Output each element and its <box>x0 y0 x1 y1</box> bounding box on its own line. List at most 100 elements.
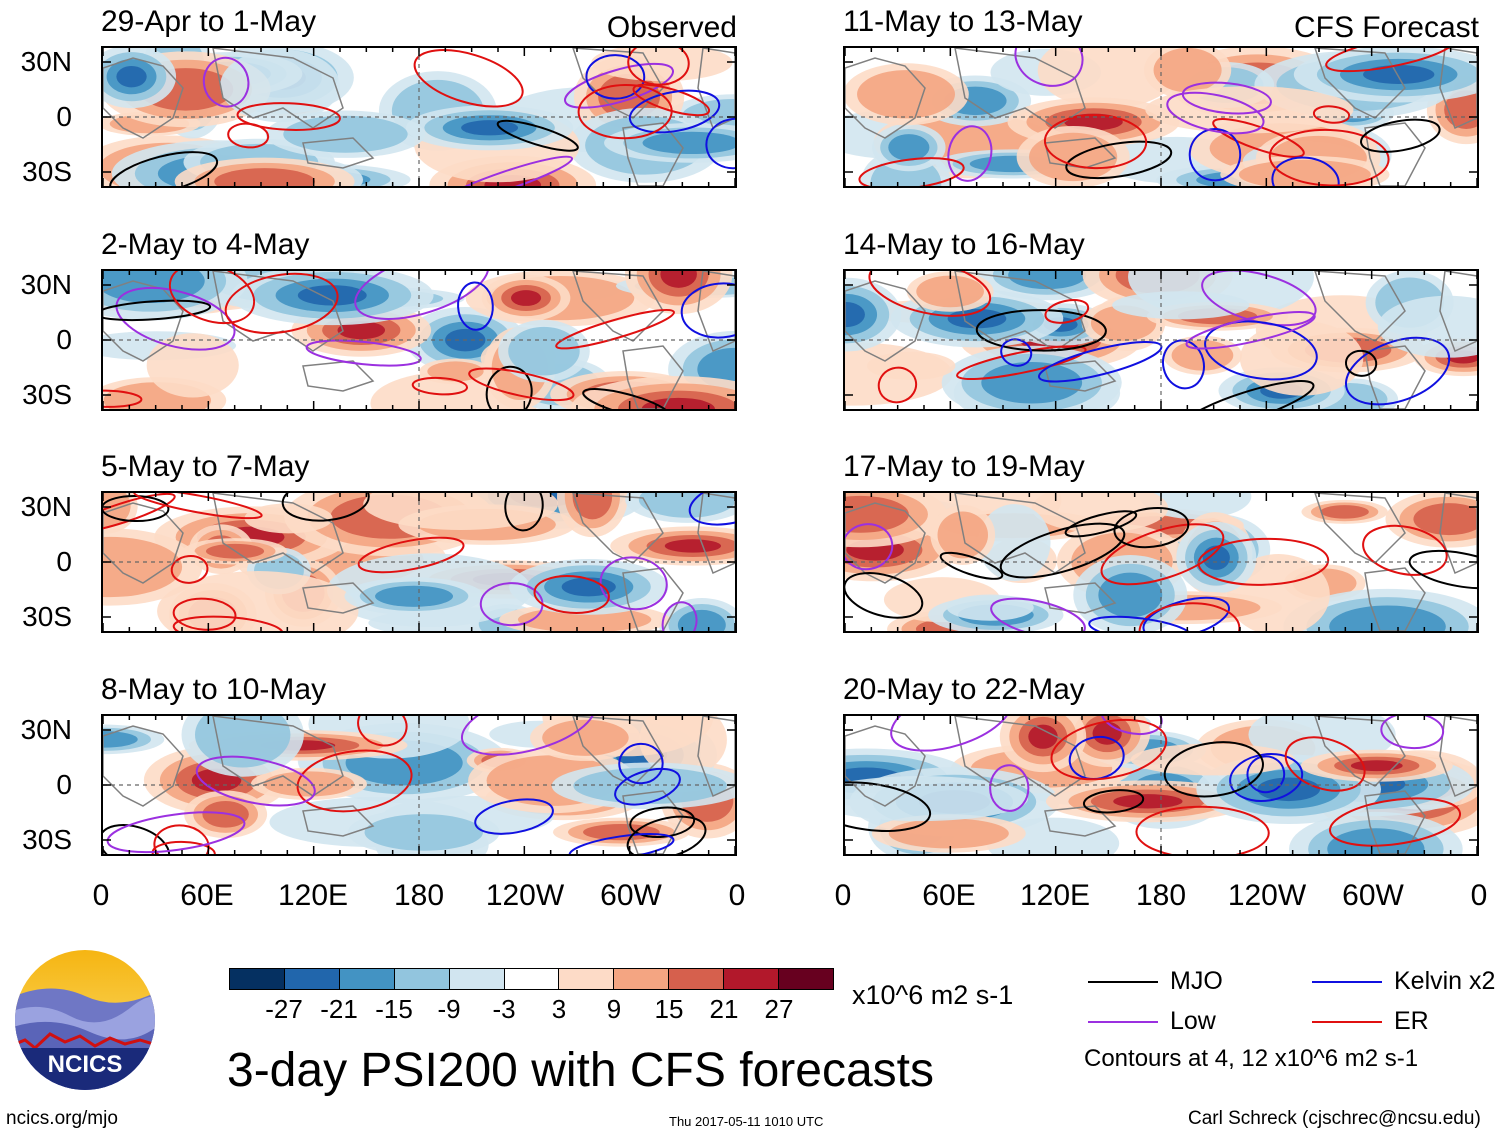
latitude-tick-label: 0 <box>56 546 72 577</box>
colorbar-tick-label: 15 <box>654 994 684 1024</box>
coastline <box>1439 48 1477 130</box>
contour-line <box>1360 118 1441 153</box>
latitude-tick-label: 30S <box>22 156 72 187</box>
latitude-tick-label: 0 <box>56 101 72 132</box>
contour-line <box>1113 507 1190 549</box>
panel-title: 17-May to 19-May <box>843 450 1085 483</box>
contour-line <box>1328 797 1462 847</box>
contour-line <box>115 286 236 351</box>
contour-line <box>1284 736 1366 792</box>
timestamp: Thu 2017-05-11 1010 UTC <box>669 1114 824 1129</box>
positive-anomaly <box>1413 503 1477 536</box>
longitude-tick-label: 0 <box>1470 879 1488 912</box>
coastline <box>103 725 184 807</box>
contour-line <box>1088 615 1192 631</box>
longitude-tick-label: 0 <box>728 879 746 912</box>
negative-anomaly <box>194 716 291 768</box>
colorbar-segment <box>230 969 285 989</box>
contour-line <box>1180 380 1315 409</box>
negative-anomaly <box>375 585 454 607</box>
panel-title: 5-May to 7-May <box>101 450 310 483</box>
contour-line <box>172 615 284 631</box>
negative-anomaly <box>364 814 484 851</box>
ncics-logo-icon: NCICS <box>15 950 155 1090</box>
coastline <box>697 493 735 575</box>
contour-line <box>845 572 924 619</box>
colorbar-tick-label: 3 <box>551 994 567 1024</box>
longitude-tick-label: 0 <box>92 879 110 912</box>
colorbar-segment <box>559 969 615 989</box>
colorbar-segment <box>614 969 670 989</box>
contour-line <box>236 102 341 131</box>
coastline <box>212 271 344 352</box>
source-url: ncics.org/mjo <box>6 1108 118 1129</box>
anomaly-map <box>843 46 1479 188</box>
contour-line <box>296 749 413 813</box>
contour-line <box>1312 105 1351 124</box>
contour-line <box>1142 596 1230 631</box>
units-label: x10^6 m2 s-1 <box>852 980 1014 1010</box>
colorbar-tick-label: -3 <box>492 994 516 1024</box>
longitude-tick-label: 120W <box>1227 879 1307 912</box>
coastline <box>103 502 184 584</box>
contour-line <box>468 367 575 402</box>
contour-line <box>1408 549 1477 590</box>
negative-anomaly <box>1363 64 1435 84</box>
positive-anomaly <box>103 536 183 598</box>
latitude-tick-label: 30S <box>22 379 72 410</box>
positive-anomaly <box>244 503 333 534</box>
negative-anomaly <box>981 362 1083 404</box>
negative-anomaly <box>220 49 340 123</box>
contour-line <box>705 117 735 170</box>
positive-anomaly <box>916 275 984 308</box>
map-plot <box>845 271 1477 409</box>
negative-anomaly <box>642 131 735 155</box>
contour-line <box>618 742 664 785</box>
contour-line <box>1163 741 1264 798</box>
contour-line <box>989 764 1030 812</box>
coastline <box>1439 493 1477 575</box>
anomaly-map <box>101 714 737 856</box>
colorbar-tick-label: -9 <box>437 994 461 1024</box>
legend-item: MJO <box>1088 967 1223 996</box>
positive-anomaly <box>337 321 386 340</box>
contour-line <box>305 339 422 367</box>
coastline <box>622 790 684 854</box>
colorbar-segment <box>724 969 780 989</box>
panel-source-label: CFS Forecast <box>1293 11 1479 44</box>
coastline <box>212 493 344 574</box>
negative-anomaly <box>283 115 408 153</box>
coastline <box>572 271 664 342</box>
contour-line <box>614 767 681 806</box>
anomaly-map <box>101 269 737 411</box>
coastline <box>697 271 735 353</box>
contour-line <box>1162 339 1205 390</box>
longitude-tick-label: 180 <box>1135 879 1187 912</box>
map-plot <box>103 716 735 854</box>
contour-line <box>224 272 339 335</box>
latitude-tick-label: 30N <box>20 491 72 522</box>
coastline <box>845 57 926 139</box>
longitude-tick-label: 180 <box>393 879 445 912</box>
contour-line <box>411 376 469 396</box>
coastline <box>103 57 184 139</box>
contour-line <box>1082 789 1145 814</box>
contour-line <box>1362 524 1448 576</box>
contour-line <box>103 299 212 322</box>
negative-anomaly <box>1008 271 1087 290</box>
contour-line <box>1065 140 1173 180</box>
contour-line <box>106 811 246 854</box>
contour-line <box>533 574 610 614</box>
longitude-tick-label: 120E <box>1019 879 1091 912</box>
map-plot <box>845 493 1477 631</box>
latitude-tick-label: 30N <box>20 714 72 745</box>
positive-anomaly <box>542 719 629 756</box>
coastline <box>697 48 735 130</box>
legend-label: MJO <box>1170 967 1223 995</box>
contour-line <box>599 556 668 611</box>
colorbar-segment <box>449 969 505 989</box>
contour-line <box>661 601 698 631</box>
coastline <box>302 360 375 392</box>
contour-line <box>858 157 965 186</box>
contour-line <box>457 281 494 331</box>
